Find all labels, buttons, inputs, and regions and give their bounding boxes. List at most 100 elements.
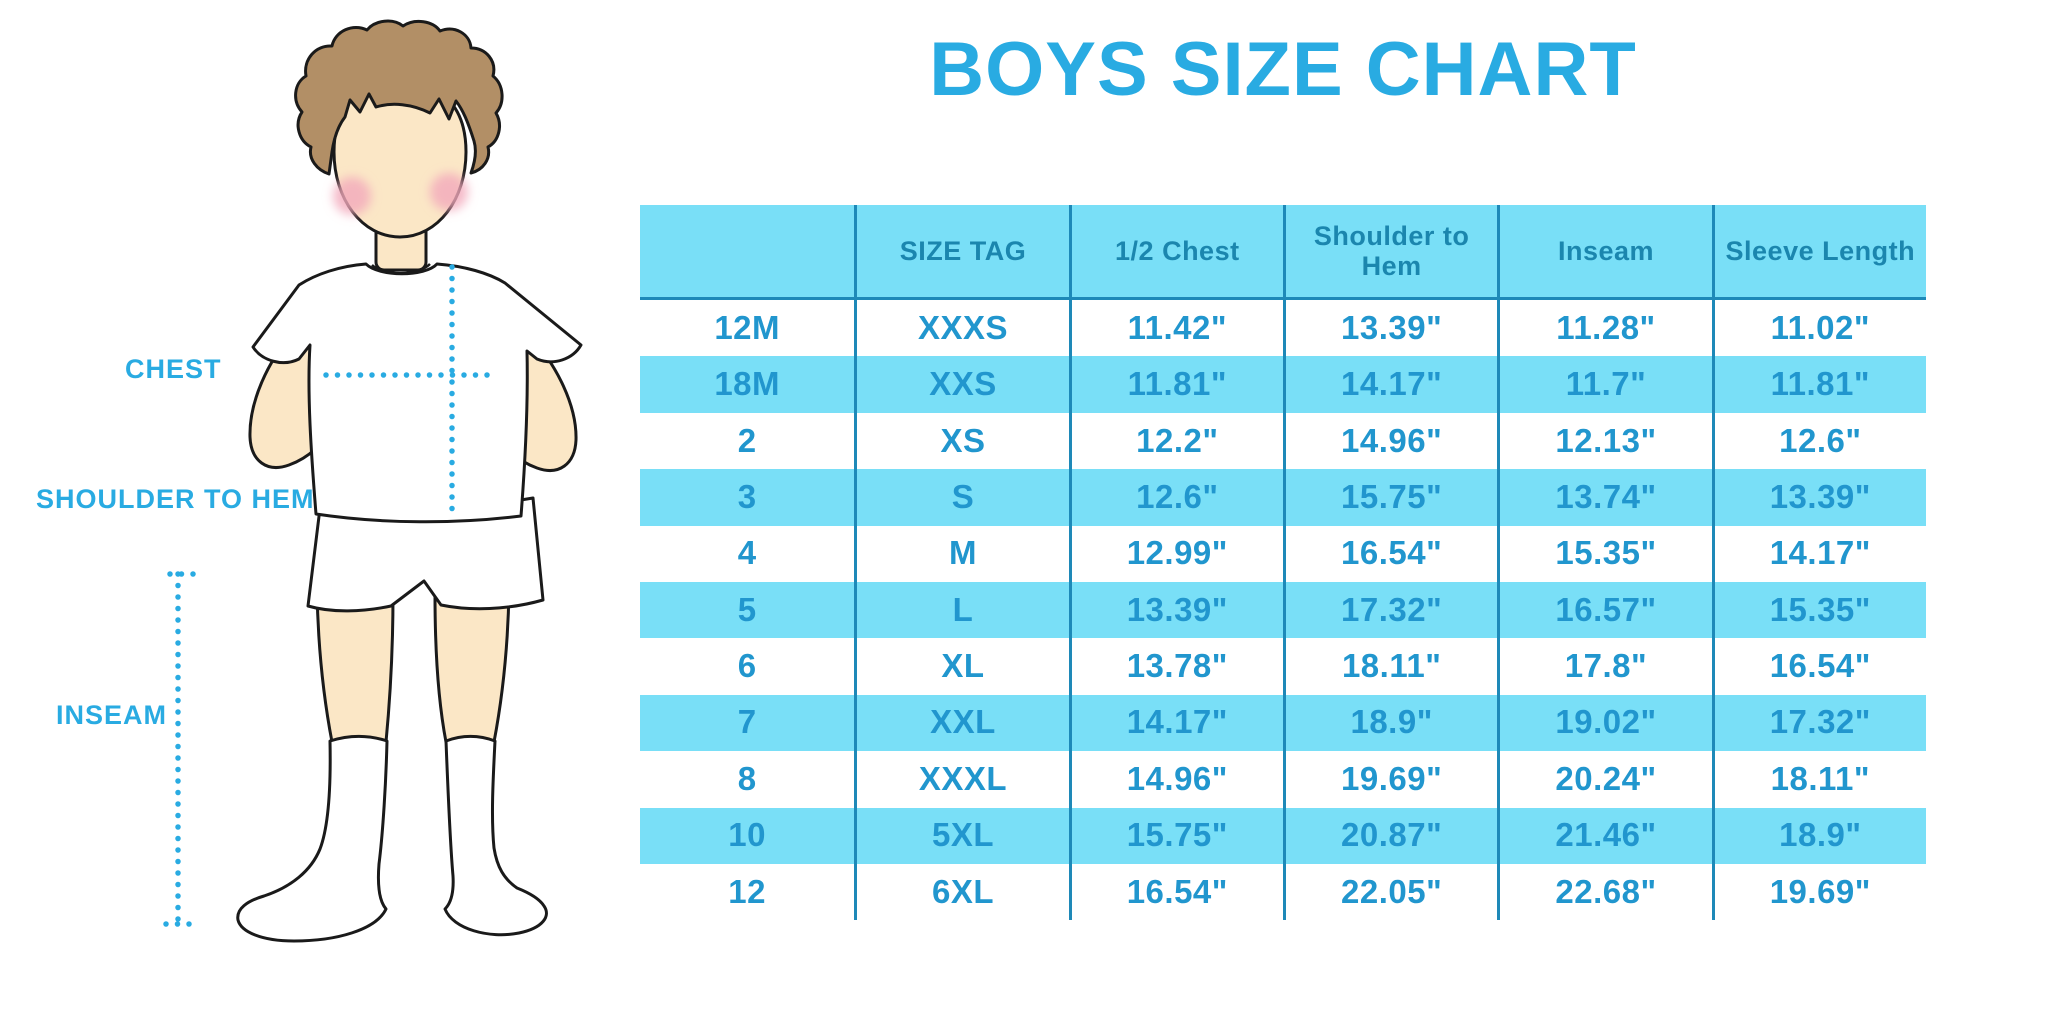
- chest-label: CHEST: [125, 354, 222, 384]
- table-cell: XS: [854, 412, 1068, 470]
- column-header-size-tag: SIZE TAG: [854, 205, 1069, 297]
- table-cell: 12.2": [1068, 412, 1283, 470]
- collar: [371, 263, 431, 275]
- table-cell: 18.11": [1711, 751, 1926, 808]
- table-row: 10 5XL 15.75" 20.87" 21.46" 18.9": [640, 807, 1926, 864]
- table-cell: L: [854, 581, 1069, 639]
- table-cell: 13.78": [1068, 638, 1283, 695]
- table-row: 18M XXS 11.81" 14.17" 11.7" 11.81": [640, 356, 1926, 413]
- column-header-half-chest: 1/2 Chest: [1068, 205, 1283, 297]
- table-cell: XXXS: [854, 300, 1068, 357]
- table-header-row: SIZE TAG 1/2 Chest Shoulder to Hem Insea…: [640, 205, 1926, 300]
- cheeks: [333, 173, 468, 215]
- inseam-dotted-line: [163, 571, 203, 927]
- table-row: 2 XS 12.2" 14.96" 12.13" 12.6": [640, 412, 1926, 470]
- row-size-label: 12: [728, 872, 767, 910]
- table-row: 5 L 13.39" 17.32" 16.57" 15.35": [640, 581, 1926, 639]
- table-cell: XXXL: [854, 751, 1068, 808]
- table-row: 7 XXL 14.17" 18.9" 19.02" 17.32": [640, 694, 1926, 752]
- table-cell: 6XL: [854, 863, 1068, 921]
- table-row: 6 XL 13.78" 18.11" 17.8" 16.54": [640, 638, 1926, 695]
- left-leg: [315, 588, 395, 744]
- table-cell: 18.9": [1282, 694, 1498, 752]
- size-table: SIZE TAG 1/2 Chest Shoulder to Hem Insea…: [640, 205, 1926, 921]
- table-cell: 11.81": [1711, 356, 1926, 413]
- table-cell: 16.54": [1282, 525, 1497, 582]
- table-cell: 14.96": [1282, 412, 1497, 470]
- table-cell: 14.17": [1282, 356, 1498, 413]
- table-cell: 16.57": [1497, 581, 1712, 639]
- table-cell: 13.74": [1497, 469, 1712, 526]
- table-cell: 15.75": [1068, 807, 1283, 864]
- table-cell: 13.39": [1068, 581, 1283, 639]
- table-cell: 15.35": [1497, 525, 1711, 582]
- table-cell: 16.54": [1068, 863, 1283, 921]
- table-cell: 14.17": [1068, 694, 1283, 752]
- table-cell: 12.6": [1711, 412, 1926, 470]
- table-cell: 19.02": [1497, 694, 1712, 752]
- table-cell: 20.87": [1282, 807, 1498, 864]
- table-cell: 17.8": [1497, 638, 1711, 695]
- table-cell: 12.99": [1068, 525, 1283, 582]
- hair: [294, 19, 504, 176]
- table-row: 8 XXXL 14.96" 19.69" 20.24" 18.11": [640, 751, 1926, 808]
- table-cell: 5XL: [854, 807, 1069, 864]
- row-size-label: 5: [640, 581, 855, 639]
- t-shirt: [251, 262, 583, 524]
- table-cell: 18.11": [1282, 638, 1497, 695]
- table-row: 4 M 12.99" 16.54" 15.35" 14.17": [640, 525, 1926, 582]
- column-header-shoulder-to-hem: Shoulder to Hem: [1282, 205, 1498, 297]
- table-cell: 13.39": [1282, 300, 1497, 357]
- table-cell: 11.02": [1711, 300, 1926, 357]
- table-cell: 16.54": [1711, 638, 1926, 695]
- table-cell: XXS: [854, 356, 1069, 413]
- row-size-label: 10: [640, 807, 855, 864]
- row-size-label: 7: [640, 694, 855, 752]
- page-title: BOYS SIZE CHART: [929, 27, 1637, 112]
- table-cell: 20.24": [1497, 751, 1711, 808]
- table-cell: 17.32": [1282, 581, 1498, 639]
- right-leg: [433, 588, 511, 744]
- row-size-label: 18M: [640, 356, 855, 413]
- table-cell: 19.69": [1282, 751, 1497, 808]
- shoulder-to-hem-label: SHOULDER TO HEM: [36, 484, 315, 514]
- table-row: 3 S 12.6" 15.75" 13.74" 13.39": [640, 469, 1926, 526]
- table-cell: 21.46": [1497, 807, 1712, 864]
- table-row: 12M XXXS 11.42" 13.39" 11.28" 11.02": [640, 300, 1926, 357]
- row-size-label: 8: [737, 759, 757, 797]
- table-cell: 11.7": [1497, 356, 1712, 413]
- table-cell: 11.81": [1068, 356, 1283, 413]
- table-cell: 18.9": [1711, 807, 1926, 864]
- table-cell: 12.13": [1497, 412, 1711, 470]
- table-cell: 12.6": [1068, 469, 1283, 526]
- row-size-label: 2: [737, 421, 757, 459]
- column-header-inseam: Inseam: [1497, 205, 1712, 297]
- table-cell: 15.75": [1282, 469, 1498, 526]
- right-sock: [443, 735, 548, 937]
- table-cell: 14.96": [1068, 751, 1283, 808]
- boy-measurement-illustration: [163, 19, 583, 943]
- row-size-label: 4: [737, 534, 757, 572]
- table-cell: XXL: [854, 694, 1069, 752]
- table-row: 12 6XL 16.54" 22.05" 22.68" 19.69": [640, 863, 1926, 921]
- boy-figure: [236, 19, 583, 943]
- column-header-sleeve-length: Sleeve Length: [1711, 205, 1926, 297]
- table-cell: 22.05": [1282, 863, 1497, 921]
- row-size-label: 12M: [714, 308, 781, 346]
- table-cell: XL: [854, 638, 1068, 695]
- inseam-label: INSEAM: [56, 700, 168, 730]
- table-cell: 11.28": [1497, 300, 1711, 357]
- table-cell: 14.17": [1711, 525, 1926, 582]
- column-header-blank: [640, 205, 855, 297]
- row-size-label: 3: [640, 469, 855, 526]
- table-cell: S: [854, 469, 1069, 526]
- table-cell: 22.68": [1497, 863, 1711, 921]
- table-cell: M: [854, 525, 1068, 582]
- left-sock: [236, 735, 389, 943]
- table-cell: 17.32": [1711, 694, 1926, 752]
- table-cell: 11.42": [1068, 300, 1283, 357]
- table-cell: 15.35": [1711, 581, 1926, 639]
- table-cell: 13.39": [1711, 469, 1926, 526]
- table-cell: 19.69": [1711, 863, 1926, 921]
